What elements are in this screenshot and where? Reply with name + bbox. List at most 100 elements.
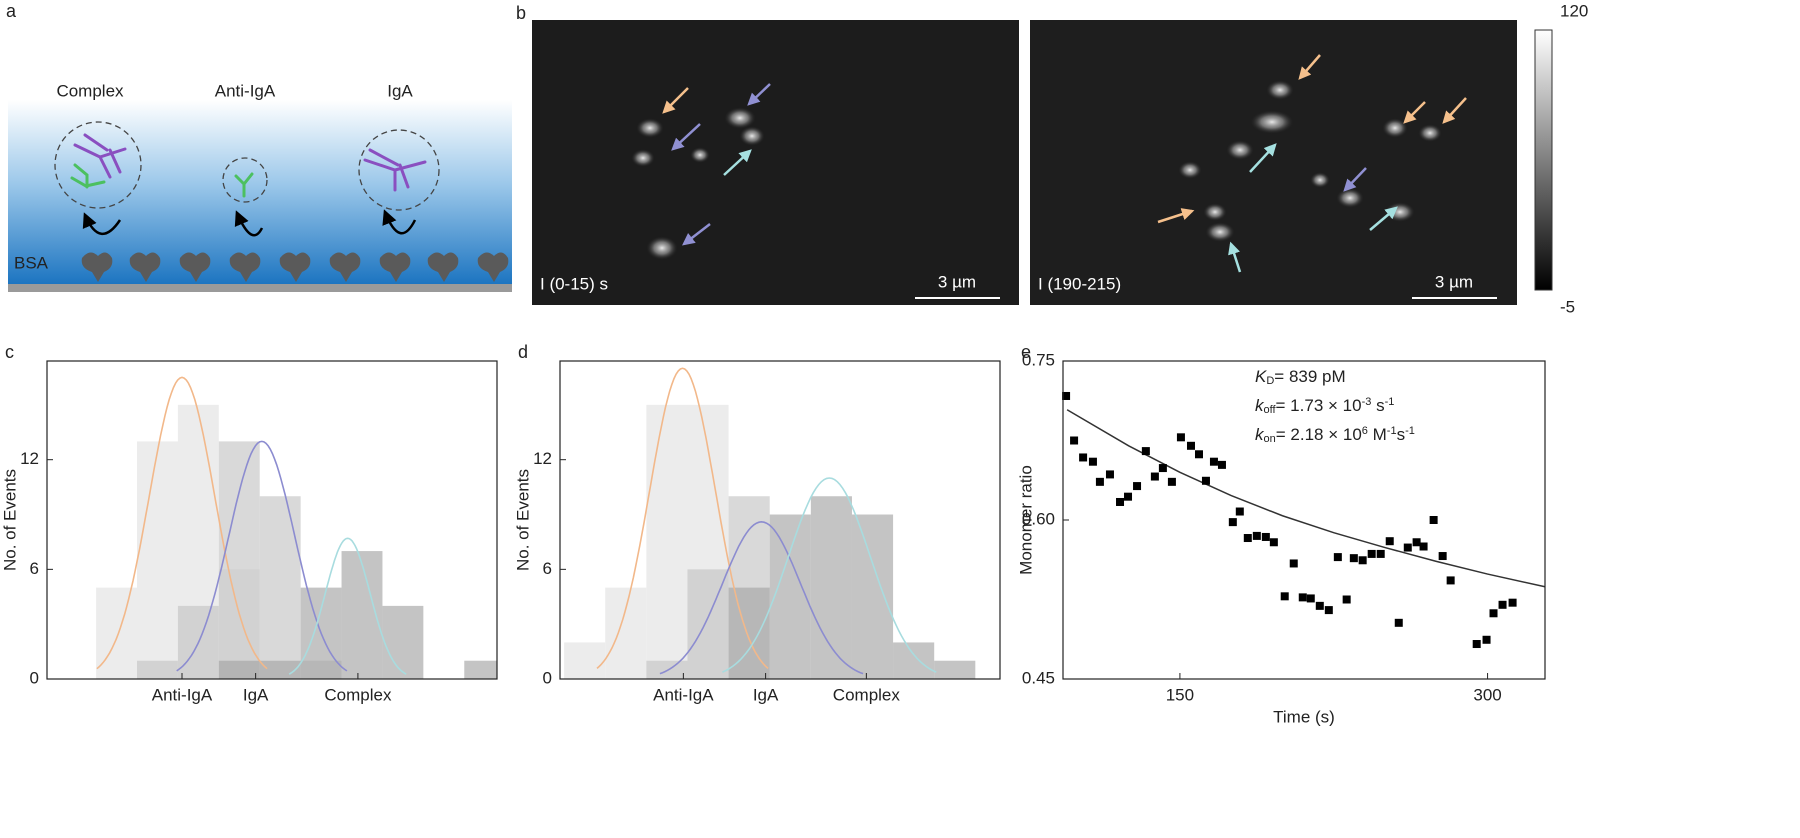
y-axis-label: Monomer ratio bbox=[1016, 465, 1035, 575]
data-point bbox=[1376, 549, 1385, 558]
data-point bbox=[1498, 600, 1507, 609]
x-tick-label: 300 bbox=[1473, 685, 1501, 704]
molecule-label: Complex bbox=[56, 81, 124, 100]
panel-label: b bbox=[516, 3, 526, 23]
annotation: kon= 2.18 × 106 M-1s-1 bbox=[1255, 425, 1415, 445]
data-point bbox=[1446, 576, 1455, 585]
panel-a: a Complex Anti-IgA IgA BSA bbox=[6, 1, 512, 292]
microscopy-image bbox=[532, 20, 1019, 305]
data-point bbox=[1358, 556, 1367, 565]
surface-label: BSA bbox=[14, 253, 49, 272]
data-point bbox=[1235, 507, 1244, 516]
fit-curve bbox=[96, 376, 268, 670]
data-point bbox=[1228, 518, 1237, 527]
annotation-part: -1 bbox=[1385, 396, 1395, 408]
scale-bar-label: 3 µm bbox=[1435, 272, 1473, 291]
antibodies bbox=[70, 133, 427, 198]
data-point bbox=[1438, 552, 1447, 561]
binding-arrows bbox=[82, 209, 417, 237]
data-point bbox=[1419, 542, 1428, 551]
y-tick-label: 12 bbox=[533, 449, 552, 468]
data-point bbox=[1158, 464, 1167, 473]
fit-line bbox=[1066, 409, 1546, 588]
panel-label: d bbox=[518, 342, 528, 362]
histogram-bar bbox=[464, 660, 497, 679]
data-point bbox=[1124, 492, 1133, 501]
arrows bbox=[662, 54, 1467, 273]
image-caption: I (190-215) bbox=[1038, 274, 1121, 293]
y-axis-label: No. of Events bbox=[513, 469, 532, 571]
data-point bbox=[1201, 476, 1210, 485]
x-tick-label: 150 bbox=[1166, 685, 1194, 704]
annotation-part: M bbox=[1368, 425, 1387, 444]
annotation-part: D bbox=[1266, 375, 1274, 387]
axes-box bbox=[46, 360, 498, 680]
histogram-bar bbox=[605, 587, 647, 679]
histogram-bar bbox=[810, 496, 852, 679]
annotation-part: s bbox=[1371, 396, 1384, 415]
annotation-part: -1 bbox=[1405, 425, 1415, 437]
data-point bbox=[1289, 559, 1298, 568]
data-point bbox=[1306, 594, 1315, 603]
particles bbox=[631, 80, 1442, 260]
annotation-part: k bbox=[1255, 396, 1265, 415]
y-tick-label: 0.60 bbox=[1022, 509, 1055, 528]
data-point bbox=[1349, 554, 1358, 563]
histogram-bar bbox=[259, 660, 301, 679]
data-point bbox=[1243, 534, 1252, 543]
data-point bbox=[1261, 532, 1270, 541]
panel-label: c bbox=[5, 342, 14, 362]
data-point bbox=[1280, 592, 1289, 601]
data-point bbox=[1194, 450, 1203, 459]
data-point bbox=[1141, 447, 1150, 456]
data-point bbox=[1209, 457, 1218, 466]
histogram-bar bbox=[137, 441, 178, 679]
data-point bbox=[1429, 516, 1438, 524]
colorbar-tick: -5 bbox=[1560, 297, 1575, 316]
image-caption: I (0-15) s bbox=[540, 274, 608, 293]
data-point bbox=[1176, 433, 1185, 442]
x-tick-label: Complex bbox=[833, 685, 901, 704]
histogram-bar bbox=[646, 404, 688, 679]
data-point bbox=[1508, 598, 1517, 607]
molecule-label: Anti-IgA bbox=[215, 81, 276, 100]
dashed-circles bbox=[54, 121, 440, 211]
fit-curve bbox=[596, 367, 769, 670]
histogram-bar bbox=[769, 514, 811, 679]
data-point bbox=[1412, 538, 1421, 547]
data-point bbox=[1095, 477, 1104, 486]
panel-b: b I (0-15) s I (190-215) 3 µm 3 µm 120 -… bbox=[516, 1, 1588, 316]
data-point bbox=[1079, 453, 1088, 462]
data-point bbox=[1217, 460, 1226, 469]
histogram-bar bbox=[564, 642, 606, 679]
annotation: koff= 1.73 × 10-3 s-1 bbox=[1255, 396, 1394, 416]
colorbar bbox=[1534, 29, 1553, 291]
data-point bbox=[1394, 618, 1403, 627]
data-point bbox=[1186, 441, 1195, 450]
y-axis-label: No. of Events bbox=[0, 469, 19, 571]
y-tick-label: 0 bbox=[30, 668, 39, 687]
annotation-part: 6 bbox=[1362, 425, 1368, 437]
y-tick-label: 0.75 bbox=[1022, 350, 1055, 369]
data-point bbox=[1403, 543, 1412, 552]
colorbar-tick: 120 bbox=[1560, 1, 1588, 20]
data-point bbox=[1333, 553, 1342, 562]
x-tick-label: Anti-IgA bbox=[653, 685, 714, 704]
annotation-part: = 1.73 × 10 bbox=[1276, 396, 1362, 415]
substrate bbox=[8, 284, 512, 292]
y-tick-label: 6 bbox=[543, 559, 552, 578]
annotation-part: off bbox=[1264, 404, 1277, 416]
annotation-part: k bbox=[1255, 425, 1265, 444]
data-point bbox=[1105, 470, 1114, 479]
axes-box bbox=[559, 360, 1001, 680]
x-tick-label: IgA bbox=[753, 685, 779, 704]
annotation-part: s bbox=[1397, 425, 1406, 444]
annotation-part: -1 bbox=[1387, 425, 1397, 437]
panel-label: e bbox=[1021, 342, 1031, 362]
data-point bbox=[1088, 457, 1097, 466]
x-tick-label: IgA bbox=[243, 685, 269, 704]
data-point bbox=[1062, 391, 1071, 400]
histogram-bar bbox=[382, 605, 424, 679]
bsa-proteins bbox=[81, 252, 509, 282]
histogram-bar bbox=[137, 660, 178, 679]
